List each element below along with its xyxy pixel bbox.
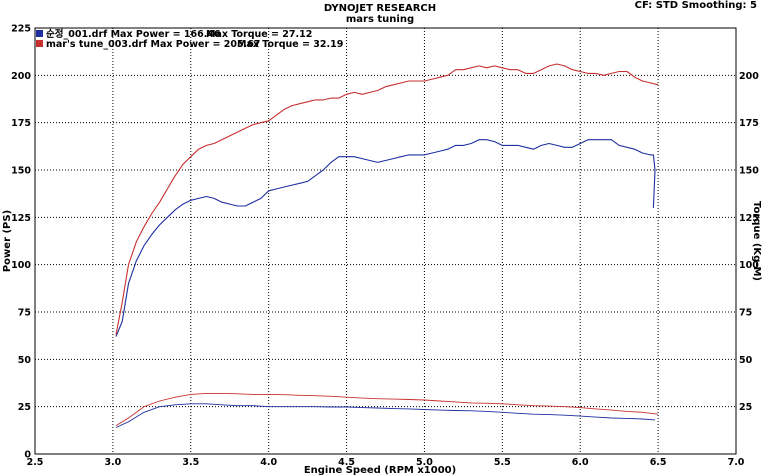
legend: 순정_001.drf Max Power = 166.46 Max Torque… [36, 28, 343, 50]
y-tick-label-right: 50 [739, 355, 753, 366]
y-tick-label-left: 175 [11, 118, 31, 129]
y-tick-label-right: 75 [739, 308, 752, 319]
y-tick-label-right: 175 [739, 118, 759, 129]
series-line-power-run1 [115, 139, 656, 337]
y-tick-label-left: 125 [11, 213, 31, 224]
x-tick-label: 3.0 [104, 457, 121, 468]
legend-swatch-run2 [36, 40, 43, 47]
x-tick-label: 7.0 [728, 457, 745, 468]
x-tick-label: 3.5 [182, 457, 199, 468]
series-line-torque-run1 [115, 403, 656, 428]
chart-info: CF: STD Smoothing: 5 [635, 0, 757, 11]
legend-run2-torque: Max Torque = 32.19 [237, 39, 343, 50]
chart-subtitle: mars tuning [346, 14, 414, 25]
x-tick-label: 5.0 [416, 457, 433, 468]
series-lines [115, 63, 659, 428]
legend-run2-power: mar's tune_003.drf Max Power = 205.67 [46, 39, 260, 50]
legend-run1-power: 순정_001.drf Max Power = 166.46 [46, 28, 221, 40]
x-tick-label: 4.0 [260, 457, 277, 468]
x-tick-label: 2.5 [27, 457, 44, 468]
y-tick-label-right: 25 [739, 402, 752, 413]
y-tick-label-left: 225 [11, 24, 31, 35]
y-tick-label-left: 0 [24, 450, 31, 461]
chart-title: DYNOJET RESEARCH [324, 3, 436, 14]
legend-run1-torque: Max Torque = 27.12 [206, 29, 312, 40]
tick-labels: 2.5 3.0 3.5 4.0 4.5 5.0 5.5 6.0 6.5 7.0 0 25 50 75 100… [11, 24, 759, 469]
y-tick-label-right: 125 [739, 213, 759, 224]
x-tick-label: 4.5 [338, 457, 355, 468]
y-tick-label-left: 200 [11, 71, 31, 82]
x-tick-label: 6.0 [572, 457, 589, 468]
x-tick-label: 6.5 [650, 457, 667, 468]
y-tick-label-right: 150 [739, 166, 759, 177]
grid-lines [35, 28, 736, 454]
x-tick-label: 5.5 [494, 457, 511, 468]
plot-area [34, 27, 737, 455]
y-tick-label-left: 75 [18, 308, 31, 319]
y-tick-label-left: 50 [18, 355, 32, 366]
y-tick-label-right: 100 [739, 260, 759, 271]
y-tick-label-right: 200 [739, 71, 759, 82]
y-tick-label-left: 25 [18, 402, 31, 413]
x-axis-label: Engine Speed (RPM x1000) [304, 465, 456, 476]
series-line-power-run2 [115, 63, 659, 335]
y-axis-label-right: Torque (Kg-M) [751, 201, 762, 281]
series-line-torque-run2 [115, 392, 659, 426]
legend-swatch-run1 [36, 30, 43, 37]
y-tick-label-left: 150 [11, 166, 31, 177]
y-axis-label-left: Power (PS) [2, 210, 13, 272]
y-tick-label-left: 100 [11, 260, 31, 271]
